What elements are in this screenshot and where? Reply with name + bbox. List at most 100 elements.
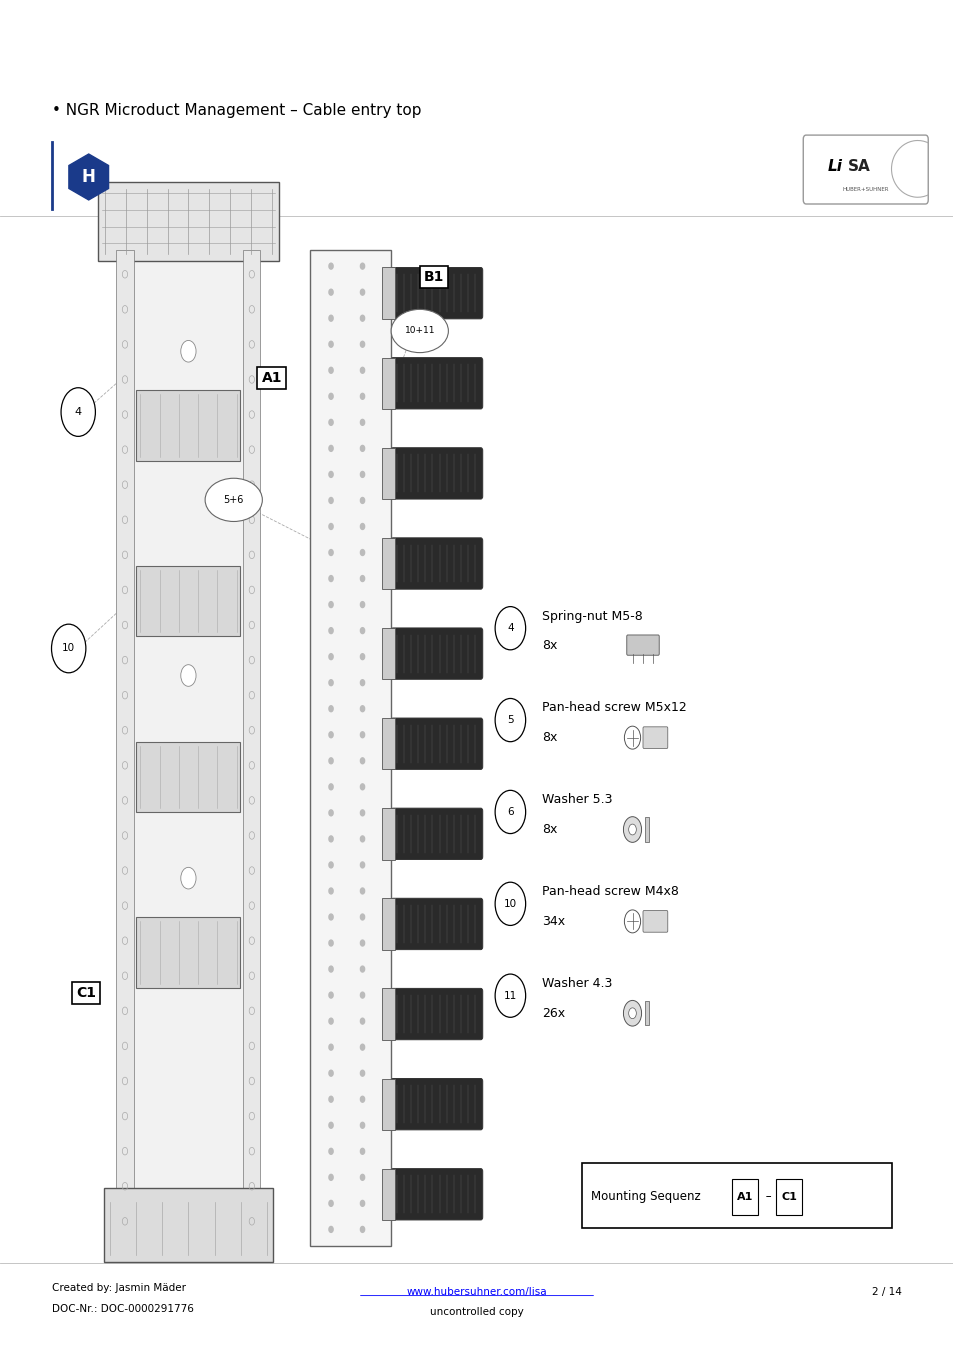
Circle shape	[329, 992, 333, 998]
Text: www.hubersuhner.com/lisa: www.hubersuhner.com/lisa	[406, 1286, 547, 1297]
FancyBboxPatch shape	[136, 390, 240, 461]
Circle shape	[360, 263, 364, 269]
Circle shape	[360, 289, 364, 295]
Circle shape	[360, 524, 364, 530]
FancyBboxPatch shape	[642, 727, 667, 748]
FancyBboxPatch shape	[391, 267, 482, 319]
Circle shape	[495, 974, 525, 1017]
Text: 26x: 26x	[541, 1006, 564, 1020]
Text: Pan-head screw M4x8: Pan-head screw M4x8	[541, 885, 678, 898]
FancyBboxPatch shape	[391, 808, 482, 859]
FancyBboxPatch shape	[381, 989, 395, 1040]
Circle shape	[61, 388, 95, 436]
Circle shape	[329, 471, 333, 477]
FancyBboxPatch shape	[731, 1179, 758, 1215]
Circle shape	[329, 1096, 333, 1102]
Circle shape	[628, 824, 636, 835]
Circle shape	[181, 340, 196, 362]
FancyBboxPatch shape	[381, 538, 395, 589]
FancyBboxPatch shape	[116, 250, 133, 1246]
Text: B1: B1	[423, 270, 444, 284]
Circle shape	[329, 654, 333, 659]
Text: SA: SA	[847, 158, 870, 174]
FancyBboxPatch shape	[391, 1078, 482, 1129]
Circle shape	[329, 966, 333, 971]
Text: 10: 10	[62, 643, 75, 654]
Ellipse shape	[205, 478, 262, 521]
FancyBboxPatch shape	[381, 808, 395, 859]
Circle shape	[360, 992, 364, 998]
FancyBboxPatch shape	[381, 1078, 395, 1129]
Circle shape	[329, 263, 333, 269]
Circle shape	[360, 784, 364, 790]
Circle shape	[360, 1070, 364, 1077]
Circle shape	[360, 1201, 364, 1206]
FancyBboxPatch shape	[381, 898, 395, 950]
FancyBboxPatch shape	[391, 719, 482, 770]
Text: 10+11: 10+11	[404, 327, 435, 335]
FancyBboxPatch shape	[381, 1169, 395, 1220]
FancyBboxPatch shape	[98, 182, 278, 261]
Circle shape	[360, 550, 364, 555]
Circle shape	[329, 888, 333, 894]
Text: Mounting Sequenz: Mounting Sequenz	[591, 1190, 708, 1204]
Circle shape	[360, 915, 364, 920]
Circle shape	[622, 816, 640, 843]
Text: 5+6: 5+6	[223, 494, 244, 505]
Circle shape	[329, 836, 333, 842]
FancyBboxPatch shape	[119, 250, 257, 1246]
Circle shape	[329, 315, 333, 322]
Circle shape	[329, 367, 333, 373]
Text: 4: 4	[507, 623, 513, 634]
Text: • NGR Microduct Management – Cable entry top: • NGR Microduct Management – Cable entry…	[52, 103, 421, 119]
Circle shape	[360, 654, 364, 659]
Circle shape	[329, 1070, 333, 1077]
Circle shape	[329, 862, 333, 867]
FancyBboxPatch shape	[381, 447, 395, 499]
Text: 5: 5	[507, 715, 513, 725]
Circle shape	[360, 705, 364, 712]
Circle shape	[360, 940, 364, 946]
FancyBboxPatch shape	[391, 538, 482, 589]
Circle shape	[329, 1174, 333, 1181]
FancyBboxPatch shape	[136, 917, 240, 988]
Text: A1: A1	[736, 1192, 753, 1202]
Circle shape	[329, 446, 333, 451]
Circle shape	[329, 809, 333, 816]
Circle shape	[329, 601, 333, 608]
Circle shape	[329, 342, 333, 347]
Circle shape	[628, 1008, 636, 1019]
FancyBboxPatch shape	[381, 719, 395, 770]
Text: 6: 6	[507, 807, 513, 817]
Text: Spring-nut M5-8: Spring-nut M5-8	[541, 609, 642, 623]
Text: 8x: 8x	[541, 639, 557, 653]
Circle shape	[329, 784, 333, 790]
Circle shape	[329, 1019, 333, 1024]
Text: 11: 11	[503, 990, 517, 1001]
Circle shape	[329, 628, 333, 634]
Text: 8x: 8x	[541, 823, 557, 836]
FancyBboxPatch shape	[391, 898, 482, 950]
Circle shape	[329, 1148, 333, 1154]
Text: Washer 5.3: Washer 5.3	[541, 793, 612, 807]
FancyBboxPatch shape	[802, 135, 927, 204]
Text: HUBER+SUHNER: HUBER+SUHNER	[842, 186, 888, 192]
Text: Washer 4.3: Washer 4.3	[541, 977, 612, 990]
FancyBboxPatch shape	[775, 1179, 801, 1215]
Circle shape	[360, 1019, 364, 1024]
Circle shape	[181, 665, 196, 686]
FancyBboxPatch shape	[391, 1169, 482, 1220]
Circle shape	[329, 576, 333, 581]
FancyBboxPatch shape	[642, 911, 667, 932]
Circle shape	[360, 315, 364, 322]
Circle shape	[360, 680, 364, 686]
Circle shape	[329, 497, 333, 504]
Circle shape	[329, 705, 333, 712]
FancyBboxPatch shape	[381, 358, 395, 409]
Circle shape	[360, 342, 364, 347]
Circle shape	[495, 882, 525, 925]
Circle shape	[329, 289, 333, 295]
FancyBboxPatch shape	[626, 635, 659, 655]
Circle shape	[623, 911, 639, 932]
Text: DOC-Nr.: DOC-0000291776: DOC-Nr.: DOC-0000291776	[52, 1304, 194, 1315]
